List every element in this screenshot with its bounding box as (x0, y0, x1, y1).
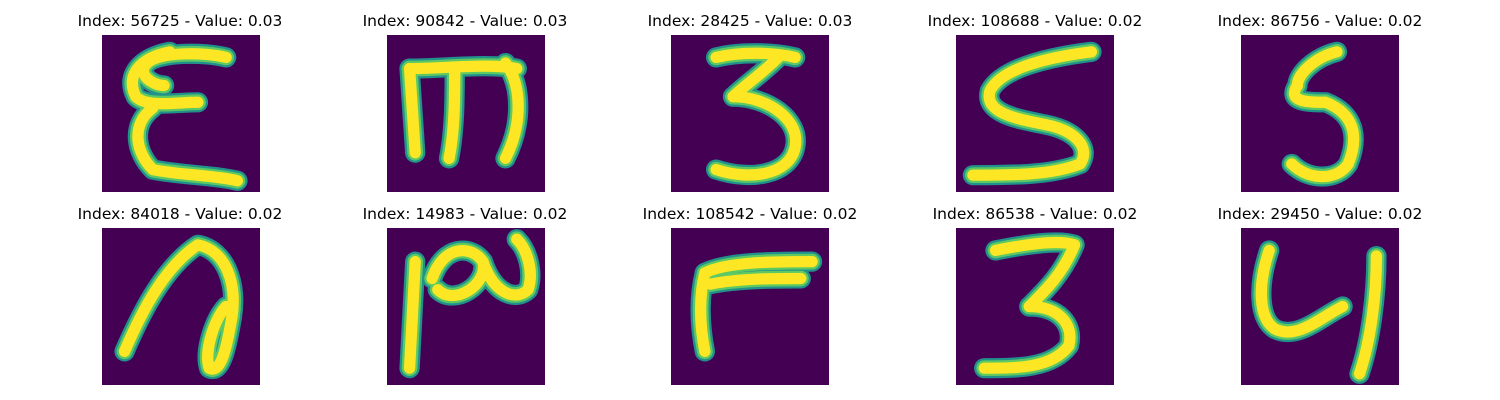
panel-title: Index: 90842 - Value: 0.03 (315, 11, 615, 31)
digit-image (387, 35, 545, 192)
digit-image (102, 228, 260, 385)
digit-image (1241, 35, 1399, 192)
glyph-stroke (711, 278, 801, 284)
panel-title: Index: 86538 - Value: 0.02 (885, 204, 1185, 224)
digit-image (956, 228, 1114, 385)
panel-title: Index: 108688 - Value: 0.02 (885, 11, 1185, 31)
panel-title: Index: 108542 - Value: 0.02 (600, 204, 900, 224)
panel-title: Index: 56725 - Value: 0.03 (30, 11, 330, 31)
digit-image (671, 228, 829, 385)
digit-image (102, 35, 260, 192)
panel-title: Index: 28425 - Value: 0.03 (600, 11, 900, 31)
panel-title: Index: 29450 - Value: 0.02 (1170, 204, 1470, 224)
digit-image (387, 228, 545, 385)
digit-image (1241, 228, 1399, 385)
glyph-stroke (701, 273, 705, 352)
glyph-stroke (449, 69, 455, 159)
glyph-stroke (410, 69, 416, 153)
panel-title: Index: 84018 - Value: 0.02 (30, 204, 330, 224)
glyph-stroke (410, 262, 416, 369)
digit-image (671, 35, 829, 192)
digit-image (956, 35, 1114, 192)
panel-title: Index: 86756 - Value: 0.02 (1170, 11, 1470, 31)
glyph-stroke (410, 66, 517, 68)
panel-title: Index: 14983 - Value: 0.02 (315, 204, 615, 224)
